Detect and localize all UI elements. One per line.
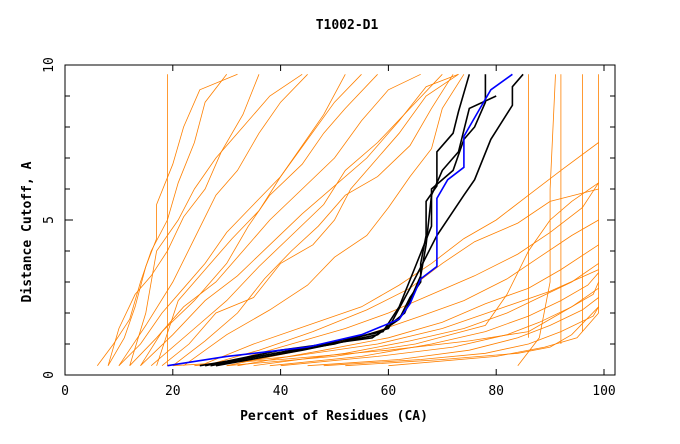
x-tick-label: 40 [273,384,289,399]
series-other-line-18 [323,306,599,367]
x-axis-label: Percent of Residues (CA) [240,409,428,424]
y-tick-label: 10 [42,57,57,73]
chart-title: T1002-D1 [316,18,379,33]
series-highlight-group [167,73,513,367]
series-other-line-1 [107,73,238,366]
series-other-line-10 [199,142,599,367]
series-other-line-23 [140,74,378,366]
series-group-line-2 [199,73,524,367]
series-highlight-line-0 [167,73,513,367]
series-other-line-27 [226,182,599,367]
x-tick-label: 100 [592,384,615,399]
series-other-line-21 [194,269,599,367]
series-other-line-24 [118,74,308,366]
series-other-line-6 [150,74,443,367]
series-group-line-3 [215,95,497,367]
x-tick-label: 20 [165,384,181,399]
series-other-line-22 [204,188,599,367]
series-other-line-28 [129,73,303,366]
x-axis: 0 20 40 60 80 100 [61,65,616,399]
series-other-line-4 [129,73,421,366]
series-other-line-29 [156,74,346,366]
series-other-line-26 [388,312,599,367]
plot-frame [64,64,616,376]
series-other-line-13 [237,244,599,367]
series-other-line-8 [172,74,454,367]
series-other-line-20 [172,281,599,367]
series-other-line-15 [269,272,599,367]
series-other-group [96,73,599,367]
series-other-line-9 [183,74,465,367]
series-other-line-14 [253,263,599,367]
series-other-line-17 [307,297,599,367]
y-tick-label: 5 [42,216,57,224]
series-other-line-11 [215,182,599,367]
series-other-line-7 [161,73,459,367]
series-other-line-3 [118,74,362,366]
series-other-line-0 [96,74,228,366]
x-tick-label: 60 [381,384,397,399]
x-tick-label: 80 [488,384,504,399]
x-tick-label: 0 [61,384,69,399]
series-other-line-5 [140,73,459,366]
y-axis: 0 5 10 [42,57,615,379]
series-other-line-19 [345,306,599,367]
series-other-line-25 [517,74,556,366]
series-group-group [199,73,524,367]
series-group-line-1 [210,74,487,367]
y-tick-label: 0 [42,371,57,379]
y-axis-label: Distance Cutoff, A [20,161,35,302]
series-other-line-2 [107,74,260,366]
